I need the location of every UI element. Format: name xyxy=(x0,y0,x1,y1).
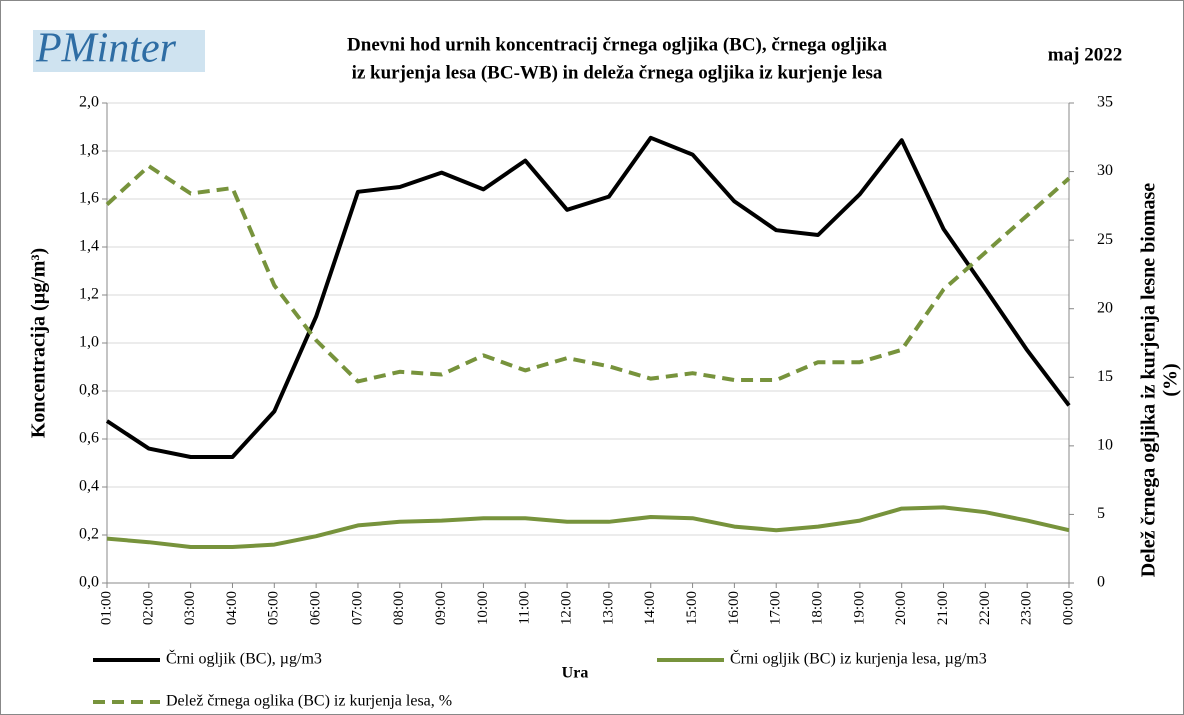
y-tick-label: 0,2 xyxy=(79,526,99,543)
x-tick-label: 15:00 xyxy=(684,591,700,625)
x-tick-label: 11:00 xyxy=(517,591,533,625)
x-tick-label: 17:00 xyxy=(768,591,784,625)
y-tick-label: 2,0 xyxy=(79,94,99,111)
x-tick-label: 23:00 xyxy=(1019,591,1035,625)
x-tick-label: 19:00 xyxy=(851,591,867,625)
y-axis-title: Koncentracija (µg/m³) xyxy=(28,248,50,438)
series-line xyxy=(106,505,1070,549)
y2-tick-label: 15 xyxy=(1097,368,1113,385)
x-tick-label: 01:00 xyxy=(98,591,114,625)
x-tick-label: 08:00 xyxy=(391,591,407,625)
chart-title: iz kurjenja lesa (BC-WB) in deleža črneg… xyxy=(352,62,883,83)
x-tick-label: 09:00 xyxy=(433,591,449,625)
x-tick-label: 07:00 xyxy=(349,591,365,625)
y2-tick-label: 35 xyxy=(1097,94,1113,111)
logo-box xyxy=(33,30,205,72)
y-tick-label: 1,8 xyxy=(79,142,99,159)
x-tick-label: 14:00 xyxy=(642,591,658,625)
legend-label: Črni ogljik (BC), µg/m3 xyxy=(166,649,322,668)
x-tick-label: 06:00 xyxy=(308,591,324,625)
x-tick-label: 10:00 xyxy=(475,591,491,625)
y2-tick-label: 30 xyxy=(1097,162,1113,179)
legend-label: Črni ogljik (BC) iz kurjenja lesa, µg/m3 xyxy=(730,649,987,668)
y-tick-label: 0,6 xyxy=(79,430,99,447)
x-tick-label: 21:00 xyxy=(935,591,951,625)
logo: PMinter xyxy=(35,26,177,72)
y-tick-label: 1,2 xyxy=(79,286,99,303)
chart-date: maj 2022 xyxy=(1048,44,1122,65)
y2-tick-label: 0 xyxy=(1097,574,1105,591)
x-tick-label: 20:00 xyxy=(893,591,909,625)
y2-axis-title: (%) xyxy=(1160,363,1182,396)
series-line xyxy=(105,164,1071,384)
y-tick-label: 1,4 xyxy=(79,238,99,255)
x-tick-label: 22:00 xyxy=(977,591,993,625)
y-tick-label: 1,6 xyxy=(79,190,99,207)
y2-tick-label: 25 xyxy=(1097,231,1113,248)
x-tick-label: 05:00 xyxy=(266,591,282,625)
legend-label: Delež črnega oglika (BC) iz kurjenja les… xyxy=(166,693,452,710)
x-tick-label: 02:00 xyxy=(140,591,156,625)
x-axis-title: Ura xyxy=(562,665,589,682)
y-tick-label: 0,4 xyxy=(79,478,99,495)
y-tick-label: 1,0 xyxy=(79,334,99,351)
x-tick-label: 03:00 xyxy=(182,591,198,625)
x-tick-label: 12:00 xyxy=(559,591,575,625)
x-tick-label: 13:00 xyxy=(600,591,616,625)
y2-tick-label: 10 xyxy=(1097,437,1113,454)
x-tick-label: 00:00 xyxy=(1060,591,1076,625)
y-tick-label: 0,8 xyxy=(79,382,99,399)
x-tick-label: 18:00 xyxy=(809,591,825,625)
chart-title: Dnevni hod urnih koncentracij črnega ogl… xyxy=(347,34,887,55)
y2-tick-label: 5 xyxy=(1097,505,1105,522)
y2-tick-label: 20 xyxy=(1097,299,1113,316)
x-tick-label: 04:00 xyxy=(224,591,240,625)
series-line xyxy=(105,135,1071,459)
x-tick-label: 16:00 xyxy=(726,591,742,625)
y-tick-label: 0,0 xyxy=(79,574,99,591)
y2-axis-title: Delež črnega ogljika iz kurjenja lesne b… xyxy=(1138,183,1160,577)
